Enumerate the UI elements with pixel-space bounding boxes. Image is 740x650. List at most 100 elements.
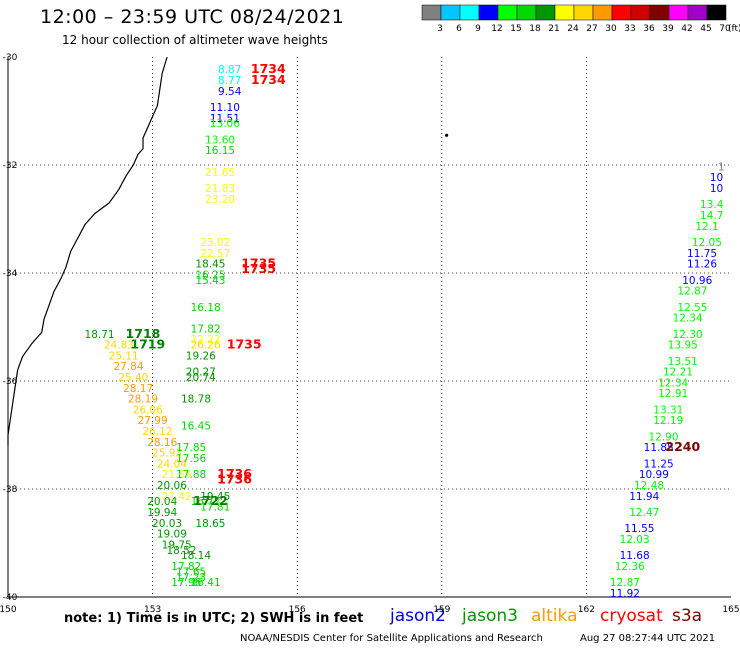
jason3-swh-label: 25.11 xyxy=(109,350,139,362)
jason2-swh-label: 11.25 xyxy=(644,458,674,470)
jason3-swh-label: 18.65 xyxy=(195,518,225,530)
jason2-swh-label: 12.87 xyxy=(677,286,707,298)
page-title: 12:00 – 23:59 UTC 08/24/2021 xyxy=(40,6,345,28)
legend-label: 15 xyxy=(510,24,521,34)
jason3-swh-label: 28.17 xyxy=(123,383,153,395)
legend-label: 45 xyxy=(700,24,711,34)
jason2-swh-label: 11.68 xyxy=(620,550,650,562)
satellite-s3a: s3a xyxy=(672,606,703,626)
jason2-swh-label: 13.51 xyxy=(668,356,698,368)
lat-tick-label: -40 xyxy=(3,593,18,603)
jason3-swh-label: 17.82 xyxy=(171,561,201,573)
generated-timestamp: Aug 27 08:27:44 UTC 2021 xyxy=(580,633,716,644)
island-marker xyxy=(445,133,449,137)
cryosat-swh-label: 22.22 xyxy=(191,334,221,346)
jason2-swh-label: 12.34 xyxy=(673,313,703,325)
satellite-altika: altika xyxy=(531,606,578,626)
legend-label: 9 xyxy=(475,24,481,34)
jason3-swh-label: 18.14 xyxy=(181,550,211,562)
cryosat-swh-label: 21.83 xyxy=(205,183,235,195)
legend-label: 24 xyxy=(567,24,579,34)
jason2-swh-label: 11.92 xyxy=(610,588,640,600)
jason2-swh-label: 12.30 xyxy=(673,329,703,341)
jason2-swh-label: 10.96 xyxy=(682,275,712,287)
jason2-swh-label: 1 xyxy=(718,161,725,173)
jason2-swh-label: 12.90 xyxy=(648,431,678,443)
jason3-swh-label: 19.94 xyxy=(147,507,177,519)
cryosat-swh-label: 13.60 xyxy=(205,134,235,146)
legend-label: 21 xyxy=(548,24,559,34)
cryosat-swh-label: 22.57 xyxy=(200,248,230,260)
pass-time-label: 1734 xyxy=(251,61,286,76)
jason3-swh-label: 27.84 xyxy=(113,361,143,373)
cryosat-swh-label: 21.65 xyxy=(205,167,235,179)
jason2-swh-label: 12.03 xyxy=(620,534,650,546)
cryosat-swh-label: 17.85 xyxy=(176,442,206,454)
jason2-swh-label: 12.05 xyxy=(692,237,722,249)
jason3-swh-label: 20.04 xyxy=(147,496,177,508)
cryosat-swh-label: 26.26 xyxy=(191,340,221,352)
lat-tick-label: -30 xyxy=(3,53,18,63)
jason2-swh-label: 10 xyxy=(710,172,723,184)
page-subtitle: 12 hour collection of altimeter wave hei… xyxy=(62,33,328,47)
jason2-swh-label: 11.75 xyxy=(687,248,717,260)
jason2-swh-label: 13.31 xyxy=(653,404,683,416)
cryosat-swh-label: 17.88 xyxy=(176,469,206,481)
cryosat-swh-label: 17.82 xyxy=(191,323,221,335)
pass-time-label: 2240 xyxy=(665,439,700,454)
jason2-swh-label: 11.26 xyxy=(687,259,717,271)
jason3-swh-label: 27.99 xyxy=(138,415,168,427)
pass-time-label: 1736 xyxy=(217,472,252,487)
cryosat-swh-label: 16.25 xyxy=(195,269,225,281)
cryosat-swh-label: 23.20 xyxy=(205,194,235,206)
jason2-swh-label: 10.99 xyxy=(639,469,669,481)
pass-time-label: 1718 xyxy=(126,326,161,341)
legend-label: 18 xyxy=(529,24,541,34)
jason2-swh-label: 12.36 xyxy=(615,561,645,573)
jason3-swh-label: 17.96 xyxy=(171,577,201,589)
jason3-swh-label: 20.03 xyxy=(152,518,182,530)
legend-unit: (ft) xyxy=(728,24,740,34)
jason2-swh-label: 12.19 xyxy=(653,415,683,427)
jason3-swh-label: 19.09 xyxy=(157,529,187,541)
credit-text: NOAA/NESDIS Center for Satellite Applica… xyxy=(240,633,543,644)
lon-tick-label: 165 xyxy=(722,605,739,615)
legend-label: 42 xyxy=(681,24,692,34)
jason2-swh-label: 12.1 xyxy=(695,221,718,233)
cryosat-swh-label: 16.45 xyxy=(181,421,211,433)
satellite-cryosat: cryosat xyxy=(600,606,663,626)
jason3-swh-label: 20.06 xyxy=(157,480,187,492)
cryosat-swh-label: 18.78 xyxy=(181,394,211,406)
cryosat-swh-label: 18.45 xyxy=(195,259,225,271)
cryosat-swh-label: 15.43 xyxy=(195,275,225,287)
pass-time-label: 1735 xyxy=(241,261,276,276)
jason2-swh-label: 12.34 xyxy=(658,377,688,389)
cryosat-swh-label: 20.74 xyxy=(186,372,216,384)
jason2-swh-label: 12.91 xyxy=(658,388,688,400)
cryosat-swh-label: 20.27 xyxy=(186,367,216,379)
jason2-swh-label: 14.7 xyxy=(700,210,723,222)
cryosat-swh-label: 23.02 xyxy=(200,237,230,249)
lat-tick-label: -34 xyxy=(3,269,18,279)
coastline xyxy=(7,56,168,446)
satellite-jason3: jason3 xyxy=(462,606,518,626)
jason2-swh-label: 13.95 xyxy=(668,340,698,352)
cryosat-swh-label: 16.18 xyxy=(191,302,221,314)
legend-label: 12 xyxy=(491,24,502,34)
jason3-swh-label: 26.06 xyxy=(133,404,163,416)
lon-tick-label: 150 xyxy=(0,605,17,615)
jason3-swh-label: 16.41 xyxy=(191,577,221,589)
jason3-swh-label: 16.72 xyxy=(191,496,221,508)
pass-time-label: 1736 xyxy=(217,466,252,481)
jason3-swh-label: 18.71 xyxy=(85,329,115,341)
jason2-swh-label: 12.55 xyxy=(677,302,707,314)
jason3-swh-label: 24.83 xyxy=(104,340,134,352)
legend-label: 33 xyxy=(624,24,635,34)
lon-tick-label: 162 xyxy=(578,605,595,615)
jason3-swh-label: 25.40 xyxy=(118,372,148,384)
cryosat-swh-label: 11.51 xyxy=(210,113,240,125)
jason3-swh-label: 28.19 xyxy=(128,394,158,406)
